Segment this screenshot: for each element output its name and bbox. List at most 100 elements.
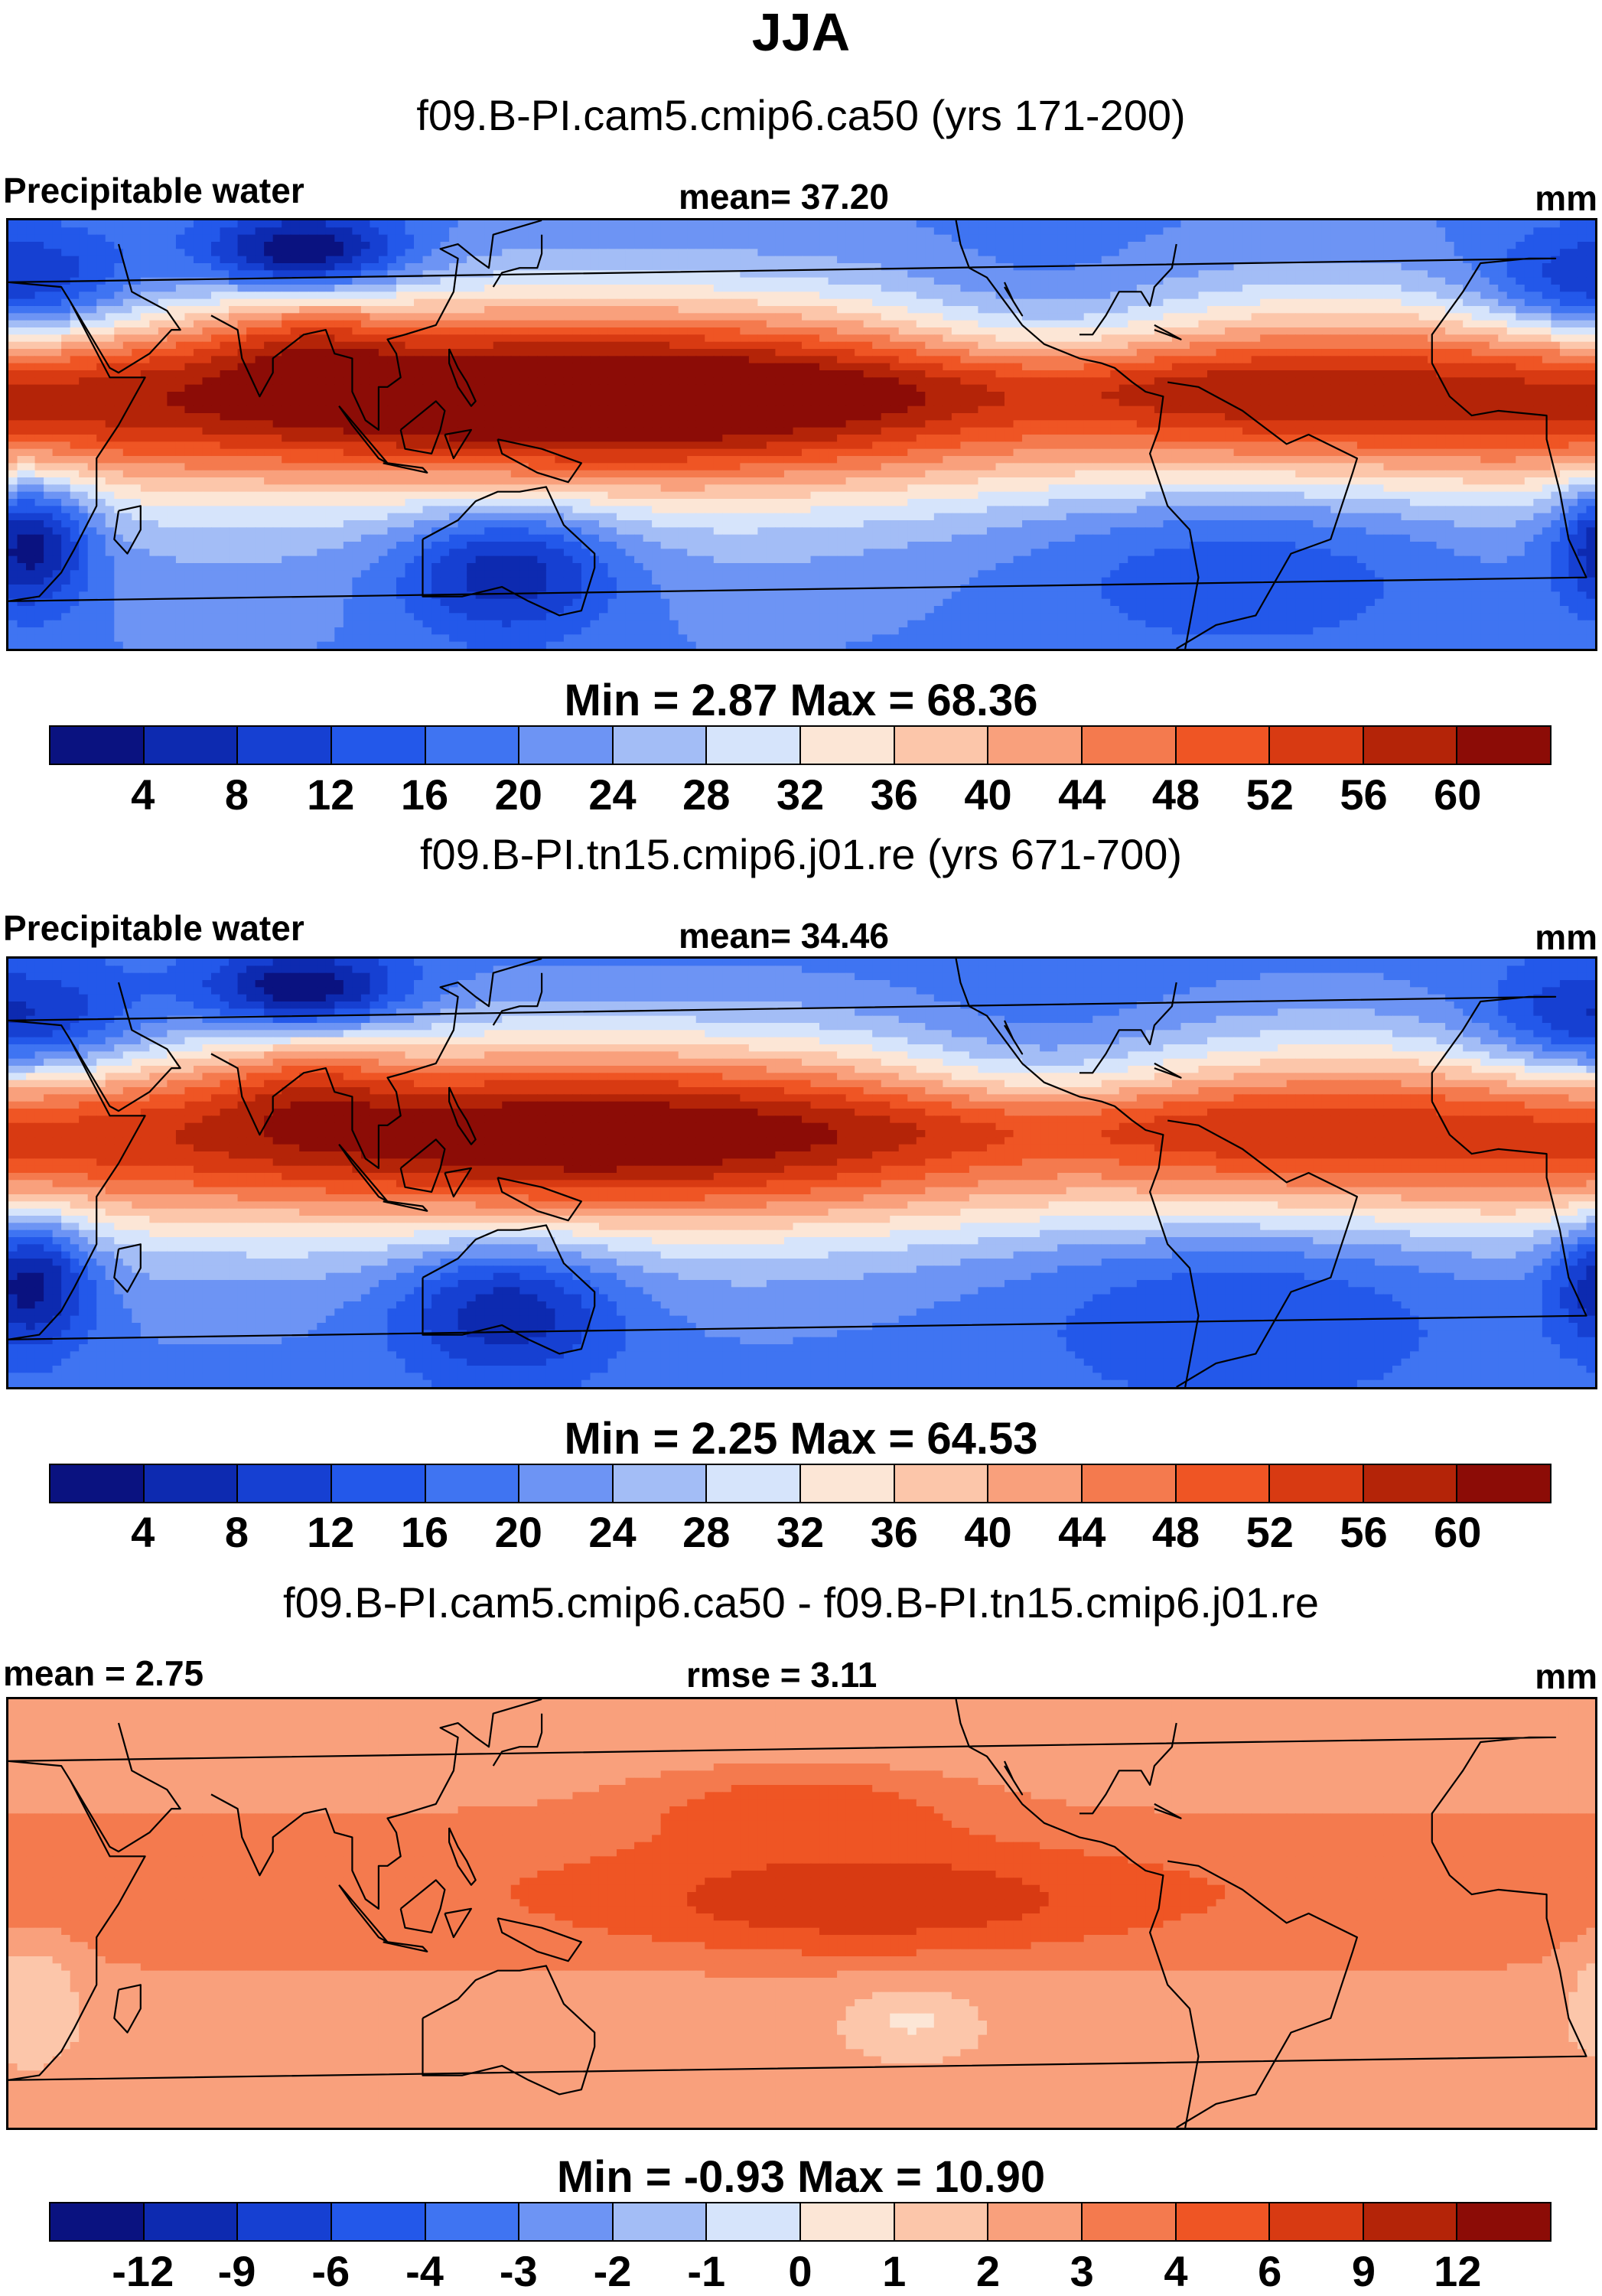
coastline <box>955 1699 1200 2128</box>
colorbar-tick-label: 40 <box>964 1507 1011 1557</box>
colorbar-tick-label: 28 <box>682 1507 730 1557</box>
colorbar-box <box>1270 727 1364 764</box>
colorbar-tick-label: 36 <box>871 1507 918 1557</box>
colorbar-tick-label: 2 <box>976 2246 1000 2296</box>
coastline <box>1167 381 1358 649</box>
colorbar-box <box>1363 1465 1458 1502</box>
panel3-colorbar-labels: -12 -9 -6 -4 -3 -2 -1 0 1 2 3 4 6 9 12 <box>49 2246 1552 2295</box>
panel1-units-label: mm <box>1535 177 1597 219</box>
coastline <box>1154 324 1182 340</box>
coastline <box>955 220 1200 649</box>
panel2-minmax: Min = 2.25 Max = 64.53 <box>0 1413 1602 1464</box>
coastline <box>383 462 428 474</box>
coastline <box>8 257 1587 602</box>
colorbar-tick-label: 32 <box>777 770 824 819</box>
colorbar-tick-label: 12 <box>1434 2246 1481 2296</box>
colorbar-tick-label: 56 <box>1340 770 1387 819</box>
colorbar-box <box>1363 2203 1458 2240</box>
colorbar-box <box>238 727 332 764</box>
panel1-map <box>6 218 1597 651</box>
colorbar-box <box>707 727 801 764</box>
coastline <box>113 1984 142 2034</box>
colorbar-tick-label: 56 <box>1340 1507 1387 1557</box>
coastline <box>210 959 542 1169</box>
coastlines <box>8 220 1587 649</box>
colorbar-tick-label: 4 <box>131 770 155 819</box>
colorbar-box <box>50 1465 145 1502</box>
colorbar-tick-label: 9 <box>1352 2246 1376 2296</box>
colorbar-tick-label: 24 <box>588 770 636 819</box>
field-contours <box>8 220 1595 649</box>
colorbar-box <box>425 2203 520 2240</box>
colorbar-tick-label: 52 <box>1246 1507 1294 1557</box>
coastline <box>448 1086 477 1145</box>
coastline <box>1004 282 1024 317</box>
panel3-units-label: mm <box>1535 1656 1597 1697</box>
coastline <box>492 1713 543 1767</box>
colorbar-tick-label: 44 <box>1058 770 1105 819</box>
colorbar-tick-label: 20 <box>495 770 542 819</box>
coastline <box>113 505 142 555</box>
colorbar-box <box>1176 727 1271 764</box>
colorbar-box <box>1176 2203 1271 2240</box>
colorbar-box <box>519 2203 614 2240</box>
coastline <box>492 972 543 1026</box>
colorbar-box <box>1270 2203 1364 2240</box>
colorbar-box <box>613 2203 708 2240</box>
colorbar-tick-label: 44 <box>1058 1507 1105 1557</box>
colorbar-tick-label: 1 <box>882 2246 906 2296</box>
colorbar-box <box>1082 1465 1177 1502</box>
colorbar-box <box>1457 727 1550 764</box>
colorbar-box <box>519 727 614 764</box>
coastline <box>422 1224 596 1355</box>
colorbar-box <box>331 2203 426 2240</box>
panel1-variable-label: Precipitable water <box>3 170 304 211</box>
panel2-units-label: mm <box>1535 917 1597 958</box>
colorbar-tick-label: 40 <box>964 770 1011 819</box>
coastline <box>444 1167 472 1198</box>
colorbar-box <box>1270 1465 1364 1502</box>
colorbar-box <box>1457 1465 1550 1502</box>
coastline <box>1167 1860 1358 2128</box>
panel2-case-title: f09.B-PI.tn15.cmip6.j01.re (yrs 671-700) <box>0 829 1602 879</box>
colorbar-tick-label: 6 <box>1258 2246 1281 2296</box>
panel3-minmax: Min = -0.93 Max = 10.90 <box>0 2151 1602 2203</box>
coastline <box>492 234 543 288</box>
coastline <box>497 438 582 484</box>
panel1-colorbar-labels: 4 8 12 16 20 24 28 32 36 40 44 48 52 56 60 <box>49 770 1552 819</box>
colorbar-tick-label: 60 <box>1434 770 1481 819</box>
colorbar-tick-label: 3 <box>1070 2246 1094 2296</box>
coastline <box>422 486 596 617</box>
colorbar-box <box>894 2203 989 2240</box>
colorbar-tick-label: -1 <box>687 2246 725 2296</box>
coastline <box>955 959 1200 1387</box>
coastline <box>1167 1119 1358 1387</box>
colorbar-box <box>801 1465 895 1502</box>
panel3-colorbar <box>49 2202 1552 2242</box>
coastlines <box>8 959 1587 1387</box>
coastline <box>383 1200 428 1212</box>
colorbar-box <box>894 1465 989 1502</box>
coastline <box>1004 1760 1024 1796</box>
colorbar-box <box>144 2203 239 2240</box>
colorbar-box <box>144 727 239 764</box>
field-contours <box>8 1699 1595 2128</box>
coastline <box>399 1879 446 1933</box>
colorbar-tick-label: 48 <box>1152 1507 1200 1557</box>
panel1-colorbar <box>49 725 1552 765</box>
colorbar-tick-label: -4 <box>405 2246 444 2296</box>
colorbar-tick-label: -6 <box>311 2246 350 2296</box>
panel1-minmax: Min = 2.87 Max = 68.36 <box>0 675 1602 726</box>
colorbar-box <box>1082 727 1177 764</box>
colorbar-box <box>988 2203 1083 2240</box>
colorbar-tick-label: 24 <box>588 1507 636 1557</box>
colorbar-tick-label: 8 <box>225 1507 249 1557</box>
coastline <box>444 428 472 460</box>
colorbar-tick-label: 4 <box>131 1507 155 1557</box>
colorbar-box <box>238 1465 332 1502</box>
colorbar-box <box>1363 727 1458 764</box>
colorbar-tick-label: 28 <box>682 770 730 819</box>
colorbar-box <box>331 727 426 764</box>
colorbar-box <box>988 727 1083 764</box>
colorbar-tick-label: 12 <box>307 770 354 819</box>
